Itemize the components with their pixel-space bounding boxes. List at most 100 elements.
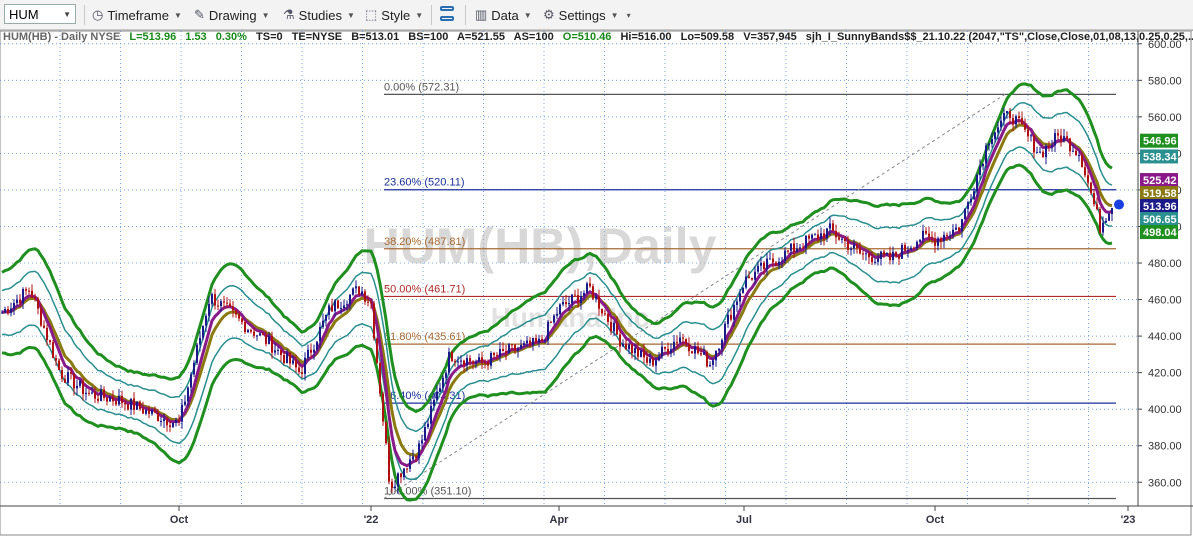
price-candle-body — [880, 251, 882, 259]
price-candle-body — [919, 239, 921, 242]
price-candle-body — [838, 237, 840, 240]
price-candle-body — [541, 338, 543, 341]
price-candle-body — [1090, 182, 1092, 194]
price-candle-body — [355, 286, 357, 289]
price-candle-body — [475, 361, 477, 364]
price-candle-body — [916, 241, 918, 249]
price-tag-label: 546.96 — [1143, 136, 1177, 148]
price-candle-body — [187, 387, 189, 402]
price-candle-body — [1069, 138, 1071, 152]
price-candle-body — [886, 252, 888, 255]
price-candle-body — [34, 297, 36, 299]
price-candle-body — [217, 305, 219, 307]
price-candle-body — [877, 258, 879, 262]
price-candle-body — [379, 363, 381, 394]
price-candle-body — [559, 304, 561, 314]
y-tick-label: 400.00 — [1148, 404, 1182, 416]
data-button[interactable]: ▥ Data ▼ — [475, 4, 532, 26]
price-candle-body — [574, 294, 576, 296]
price-candle-body — [895, 251, 897, 256]
price-candle-body — [43, 325, 45, 328]
price-candle-body — [1093, 193, 1095, 205]
price-candle-body — [151, 409, 153, 414]
chart-panel[interactable]: 600.00580.00560.00540.00520.00500.00480.… — [0, 30, 1193, 536]
price-candle-body — [586, 283, 588, 293]
price-candle-body — [1045, 146, 1047, 158]
price-candle-body — [1000, 120, 1002, 128]
price-candle-body — [796, 248, 798, 252]
price-candle-body — [964, 208, 966, 220]
drawing-button[interactable]: ✎ Drawing ▼ — [194, 4, 270, 26]
price-candle-body — [1105, 220, 1107, 223]
layout-icon-top — [440, 6, 454, 11]
price-candle-body — [481, 357, 483, 363]
price-candle-body — [967, 202, 969, 209]
price-candle-body — [229, 303, 231, 307]
price-candle-body — [712, 360, 714, 365]
price-candle-body — [346, 304, 348, 306]
chevron-down-icon: ▼ — [261, 10, 270, 20]
price-candle-body — [82, 380, 84, 394]
price-candle-body — [166, 418, 168, 426]
price-chart[interactable]: 600.00580.00560.00540.00520.00500.00480.… — [0, 31, 1193, 536]
price-candle-body — [271, 336, 273, 353]
price-candle-body — [385, 421, 387, 444]
price-candle-body — [763, 262, 765, 269]
price-candle-body — [352, 288, 354, 295]
price-candle-body — [625, 343, 627, 350]
price-candle-body — [1003, 113, 1005, 121]
price-candle-body — [196, 344, 198, 363]
price-candle-body — [4, 309, 6, 313]
price-candle-body — [1108, 213, 1110, 221]
price-candle-body — [1081, 155, 1083, 168]
price-candle-body — [1024, 124, 1026, 130]
price-candle-body — [523, 343, 525, 346]
price-candle-body — [490, 352, 492, 366]
price-candle-body — [868, 253, 870, 258]
pencil-icon: ✎ — [194, 7, 205, 22]
price-candle-body — [565, 301, 567, 305]
price-candle-body — [1078, 155, 1080, 157]
price-candle-body — [817, 234, 819, 240]
price-candle-body — [724, 323, 726, 340]
style-button[interactable]: ⬚ Style ▼ — [365, 4, 423, 26]
price-candle-body — [49, 340, 51, 343]
price-candle-body — [286, 352, 288, 364]
price-candle-body — [325, 314, 327, 321]
price-candle-body — [658, 356, 660, 361]
price-candle-body — [1084, 167, 1086, 176]
timeframe-button[interactable]: ◷ Timeframe ▼ — [92, 4, 182, 26]
studies-button[interactable]: ⚗ Studies ▼ — [283, 4, 355, 26]
price-candle-body — [97, 398, 99, 401]
gear-icon: ⚙ — [543, 7, 555, 22]
price-candle-body — [778, 261, 780, 266]
chevron-down-icon[interactable]: ▼ — [63, 10, 71, 19]
price-candle-body — [364, 291, 366, 302]
outer-band-upper — [1, 82, 1113, 414]
price-candle-body — [766, 258, 768, 269]
price-candle-body — [1036, 152, 1038, 154]
settings-button[interactable]: ⚙ Settings ▼ ▾ — [543, 4, 631, 26]
price-candle-body — [757, 265, 759, 272]
price-candle-body — [748, 276, 750, 278]
layout-icon-bottom — [440, 16, 454, 21]
chevron-down-icon: ▼ — [415, 10, 424, 20]
layout-button[interactable] — [438, 5, 458, 25]
price-tag — [1140, 133, 1178, 148]
price-candle-body — [184, 401, 186, 405]
price-candle-body — [1066, 136, 1068, 139]
price-candle-body — [106, 397, 108, 402]
price-candle-body — [502, 349, 504, 352]
price-candle-body — [76, 385, 78, 389]
price-candle-body — [121, 395, 123, 404]
price-candle-body — [148, 409, 150, 414]
price-candle-body — [1006, 111, 1008, 114]
symbol-input[interactable]: HUM ▼ — [4, 4, 76, 24]
price-candle-body — [226, 302, 228, 304]
overflow-icon[interactable]: ▾ — [626, 10, 631, 20]
price-candle-body — [370, 302, 372, 304]
price-candle-body — [256, 335, 258, 337]
chevron-down-icon: ▼ — [347, 10, 355, 20]
study-name: sjh_I_SunnyBands$$_21.10.22 (2047,"TS",C… — [805, 31, 1193, 43]
price-candle-body — [1063, 136, 1065, 142]
